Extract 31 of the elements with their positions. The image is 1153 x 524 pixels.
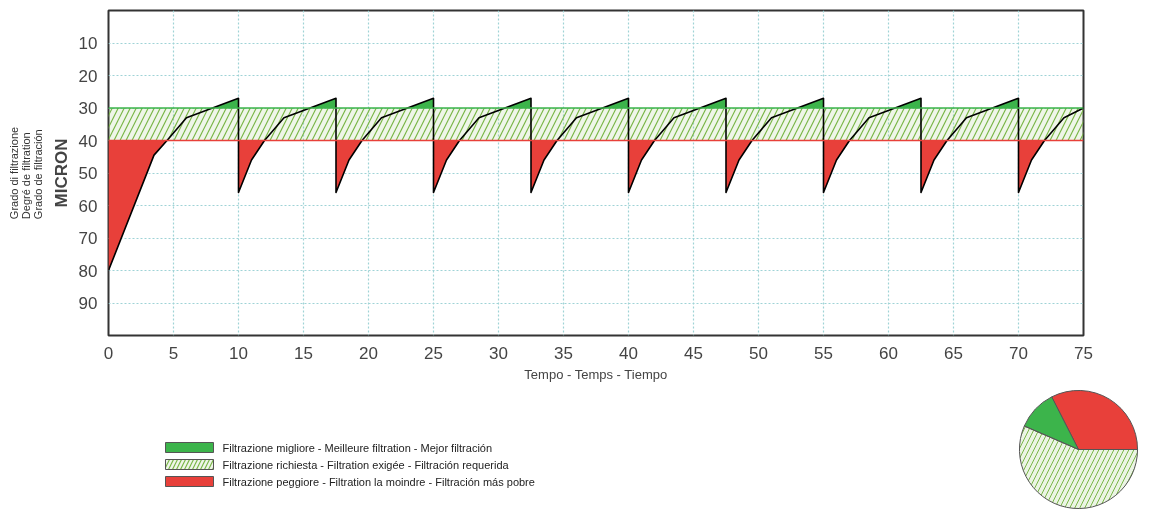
x-tick-label: 70 [1009, 343, 1028, 363]
x-tick-label: 15 [294, 343, 313, 363]
x-tick-label: 35 [554, 343, 573, 363]
x-tick-label: 50 [749, 343, 768, 363]
y-axis-title: MICRON [51, 138, 71, 208]
x-tick-label: 0 [103, 343, 114, 363]
x-tick-label: 65 [944, 343, 963, 363]
y-tick-label: 10 [78, 34, 98, 53]
x-tick-label: 60 [879, 343, 898, 363]
x-axis-title: Tempo - Temps - Tiempo [524, 366, 668, 382]
x-tick-label: 40 [619, 343, 638, 363]
y-tick-label: 90 [78, 294, 98, 313]
legend-label: Filtrazione richiesta - Filtration exigée - Filtración requerida [222, 458, 510, 471]
x-tick-label: 25 [424, 343, 443, 363]
y-tick-label: 60 [78, 196, 98, 216]
x-tick-label: 5 [168, 343, 179, 363]
x-tick-label: 55 [814, 343, 833, 363]
x-tick-label: 10 [229, 343, 248, 363]
x-tick-label: 20 [359, 343, 378, 363]
x-tick-label: 45 [684, 343, 703, 363]
y-tick-label: 50 [78, 164, 98, 183]
y-tick-label: 30 [78, 99, 98, 118]
x-tick-label: 75 [1074, 343, 1093, 363]
x-tick-label: 30 [489, 343, 508, 363]
y-tick-label: 20 [78, 66, 98, 86]
legend-label: Filtrazione migliore - Meilleure filtration - Mejor filtración [222, 441, 493, 454]
legend-label: Filtrazione peggiore - Filtration la moindre - Filtración más pobre [222, 475, 535, 488]
text: Grado di filtrazione Degré de filtration Grado de filtración [7, 126, 44, 220]
y-tick-label: 70 [78, 229, 98, 248]
y-tick-label: 40 [78, 131, 98, 151]
y-tick-label: 80 [78, 261, 98, 281]
